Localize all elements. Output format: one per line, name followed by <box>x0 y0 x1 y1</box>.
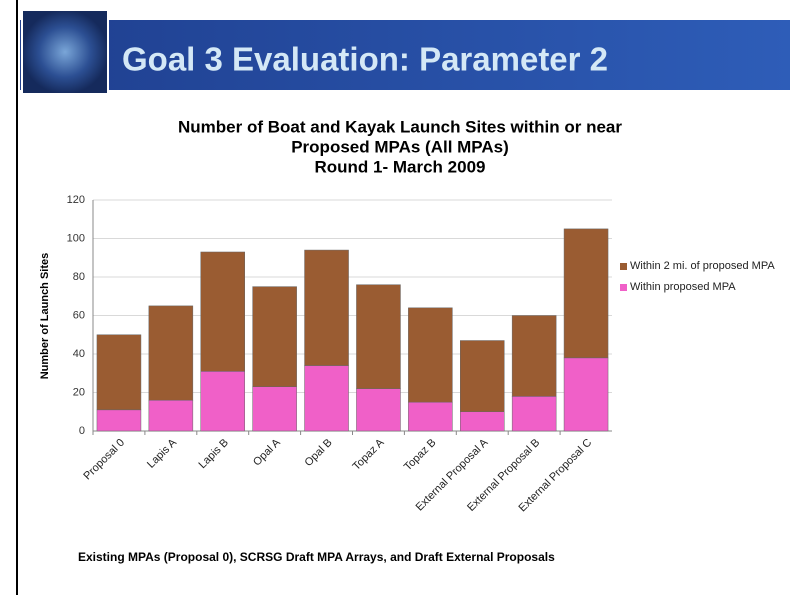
bar-segment <box>96 334 142 411</box>
y-axis-title: Number of Launch Sites <box>39 253 51 380</box>
bar-segment <box>200 371 245 432</box>
x-tick-label: Opal B <box>302 437 334 469</box>
x-tick-label: Topaz B <box>402 437 439 474</box>
y-tick-label: 80 <box>73 271 85 283</box>
bar-segment <box>408 401 453 432</box>
legend-swatch <box>620 263 627 270</box>
x-tick-label: Opal A <box>251 436 283 468</box>
bar-segment <box>511 315 557 397</box>
y-tick-label: 0 <box>79 425 85 437</box>
legend-label: Within 2 mi. of proposed MPA <box>630 260 775 272</box>
bar-segment <box>148 399 194 432</box>
y-tick-label: 100 <box>67 232 85 244</box>
plot: 0 20 40 60 80 100 120 Proposal 0 Lapis A Lapis B O… <box>67 194 612 514</box>
header-title: Goal 3 Evaluation: Parameter 2 <box>122 41 608 78</box>
y-tick-label: 120 <box>67 194 85 206</box>
x-tick-label: Lapis B <box>196 437 230 471</box>
bar-segment <box>460 340 505 412</box>
chart-title: Number of Boat and Kayak Launch Sites wi… <box>178 117 622 136</box>
bar-segment <box>252 286 297 387</box>
y-tick-label: 60 <box>73 309 85 321</box>
x-axis-title: Existing MPAs (Proposal 0), SCRSG Draft … <box>78 550 555 564</box>
legend: Within 2 mi. of proposed MPA Within propo… <box>620 260 798 302</box>
legend-item: Within 2 mi. of proposed MPA <box>620 260 798 272</box>
bar-segment <box>563 357 609 432</box>
chart-title: Round 1- March 2009 <box>315 157 486 176</box>
header-image <box>21 9 109 95</box>
x-tick-label: Lapis A <box>145 436 179 470</box>
bar-segment <box>511 396 557 432</box>
legend-swatch <box>620 284 627 291</box>
bar-segment <box>563 228 609 359</box>
bar-segment <box>408 307 453 403</box>
legend-item: Within proposed MPA <box>620 281 798 293</box>
bar-segment <box>148 305 194 401</box>
chart-title: Proposed MPAs (All MPAs) <box>291 137 509 156</box>
y-tick-label: 40 <box>73 348 85 360</box>
bar-segment <box>356 284 401 389</box>
bar-segment <box>96 409 142 432</box>
y-tick-label: 20 <box>73 386 85 398</box>
bar-segment <box>252 386 297 432</box>
legend-label: Within proposed MPA <box>630 281 736 293</box>
bar-segment <box>356 388 401 432</box>
bar-segment <box>304 249 349 366</box>
x-tick-label: Topaz A <box>350 436 387 473</box>
bar-segment <box>200 251 245 372</box>
bar-segment <box>304 365 349 432</box>
x-tick-label: Proposal 0 <box>81 437 127 483</box>
bar-segment <box>460 411 505 432</box>
header-band <box>20 20 790 90</box>
